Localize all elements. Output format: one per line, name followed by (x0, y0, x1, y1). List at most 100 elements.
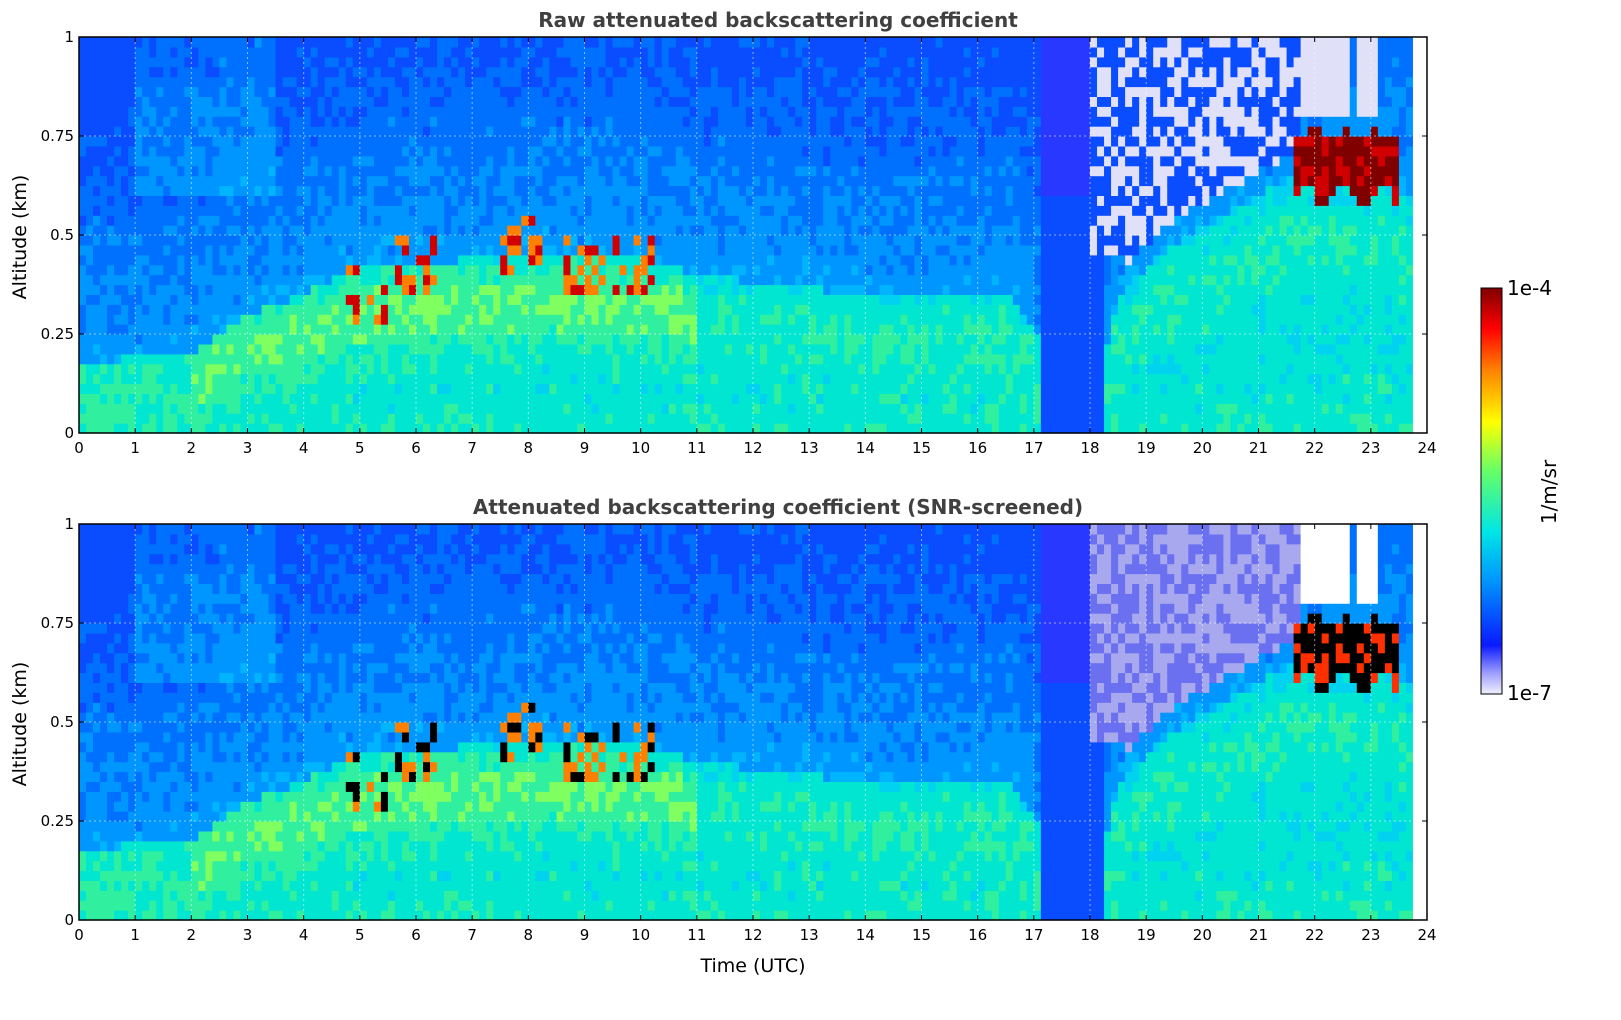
heatmap-cell (675, 383, 684, 394)
heatmap-cell (366, 413, 375, 424)
heatmap-cell (373, 126, 382, 137)
heatmap-cell (795, 413, 803, 424)
heatmap-cell (507, 136, 515, 147)
heatmap-cell (401, 205, 410, 216)
heatmap-cell (844, 284, 852, 295)
heatmap-cell (387, 145, 396, 157)
heatmap-cell (921, 185, 930, 196)
heatmap-cell (521, 56, 529, 68)
heatmap-cell (935, 145, 944, 157)
heatmap-cell (879, 86, 887, 97)
heatmap-cell (352, 363, 361, 375)
heatmap-cell (774, 334, 782, 345)
heatmap-cell (598, 383, 607, 394)
heatmap-cell (303, 76, 312, 88)
heatmap-cell (661, 403, 670, 414)
heatmap-cell (345, 324, 354, 335)
heatmap-cell (373, 66, 382, 78)
heatmap-cell (809, 96, 817, 107)
heatmap-cell (191, 393, 199, 404)
heatmap-cell (914, 155, 923, 167)
heatmap-cell (233, 314, 242, 325)
heatmap-cell (619, 225, 628, 236)
heatmap-cell (205, 76, 213, 88)
heatmap-cell (296, 37, 305, 48)
heatmap-cell (731, 185, 740, 196)
heatmap-cell (128, 413, 136, 424)
heatmap-cell (135, 423, 143, 434)
heatmap-cell (156, 324, 164, 335)
heatmap-cell (549, 314, 558, 325)
heatmap-cell (430, 274, 438, 286)
heatmap-cell (570, 314, 579, 325)
heatmap-cell (942, 225, 951, 236)
heatmap-cell (500, 314, 508, 325)
heatmap-cell (394, 155, 403, 167)
heatmap-cell (626, 314, 635, 325)
heatmap-cell (416, 254, 424, 266)
heatmap-cell (212, 225, 221, 236)
heatmap-cell (233, 126, 242, 137)
heatmap-cell (535, 106, 543, 117)
heatmap-cell (394, 363, 403, 375)
heatmap-cell (149, 244, 157, 256)
heatmap-cell (135, 96, 143, 107)
heatmap-cell (472, 324, 480, 335)
heatmap-cell (809, 274, 817, 286)
heatmap-cell (640, 96, 649, 107)
heatmap-cell (451, 314, 459, 325)
heatmap-cell (774, 363, 782, 375)
heatmap-cell (563, 304, 572, 315)
heatmap-cell (661, 37, 670, 48)
heatmap-cell (93, 244, 101, 256)
heatmap-cell (682, 76, 691, 88)
heatmap-cell (437, 235, 445, 246)
heatmap-cell (338, 215, 347, 226)
heatmap-cell (851, 393, 859, 404)
heatmap-cell (500, 136, 508, 147)
heatmap-cell (942, 274, 951, 286)
heatmap-cell (633, 393, 642, 404)
heatmap-cell (837, 165, 845, 177)
heatmap-cell (619, 46, 628, 58)
heatmap-cell (268, 46, 277, 58)
heatmap-cell (823, 145, 831, 157)
heatmap-cell (177, 353, 185, 365)
heatmap-cell (205, 205, 213, 216)
heatmap-cell (907, 96, 916, 107)
heatmap-cell (619, 343, 628, 355)
heatmap-cell (310, 304, 319, 315)
heatmap-cell (240, 244, 249, 256)
heatmap-cell (879, 205, 887, 216)
heatmap-cell (745, 76, 754, 88)
heatmap-cell (212, 254, 221, 266)
heatmap-cell (394, 314, 403, 325)
heatmap-cell (107, 96, 115, 107)
heatmap-cell (423, 96, 431, 107)
heatmap-cell (731, 284, 740, 295)
heatmap-cell (219, 205, 228, 216)
heatmap-cell (535, 363, 543, 375)
heatmap-cell (935, 195, 944, 206)
heatmap-cell (682, 423, 691, 434)
heatmap-cell (654, 304, 663, 315)
heatmap-cell (156, 56, 164, 68)
heatmap-cell (493, 373, 501, 385)
heatmap-cell (408, 76, 417, 88)
heatmap-cell (542, 215, 550, 226)
heatmap-cell (647, 244, 656, 256)
heatmap-cell (781, 46, 789, 58)
heatmap-cell (528, 165, 536, 177)
heatmap-cell (535, 155, 543, 167)
heatmap-cell (781, 195, 789, 206)
heatmap-cell (521, 195, 529, 206)
heatmap-cell (781, 235, 789, 246)
heatmap-cell (872, 403, 880, 414)
heatmap-cell (605, 264, 614, 276)
heatmap-cell (387, 225, 396, 236)
heatmap-cell (830, 235, 838, 246)
heatmap-cell (851, 413, 859, 424)
heatmap-cell (486, 304, 494, 315)
heatmap-cell (444, 96, 452, 107)
heatmap-cell (458, 175, 466, 187)
